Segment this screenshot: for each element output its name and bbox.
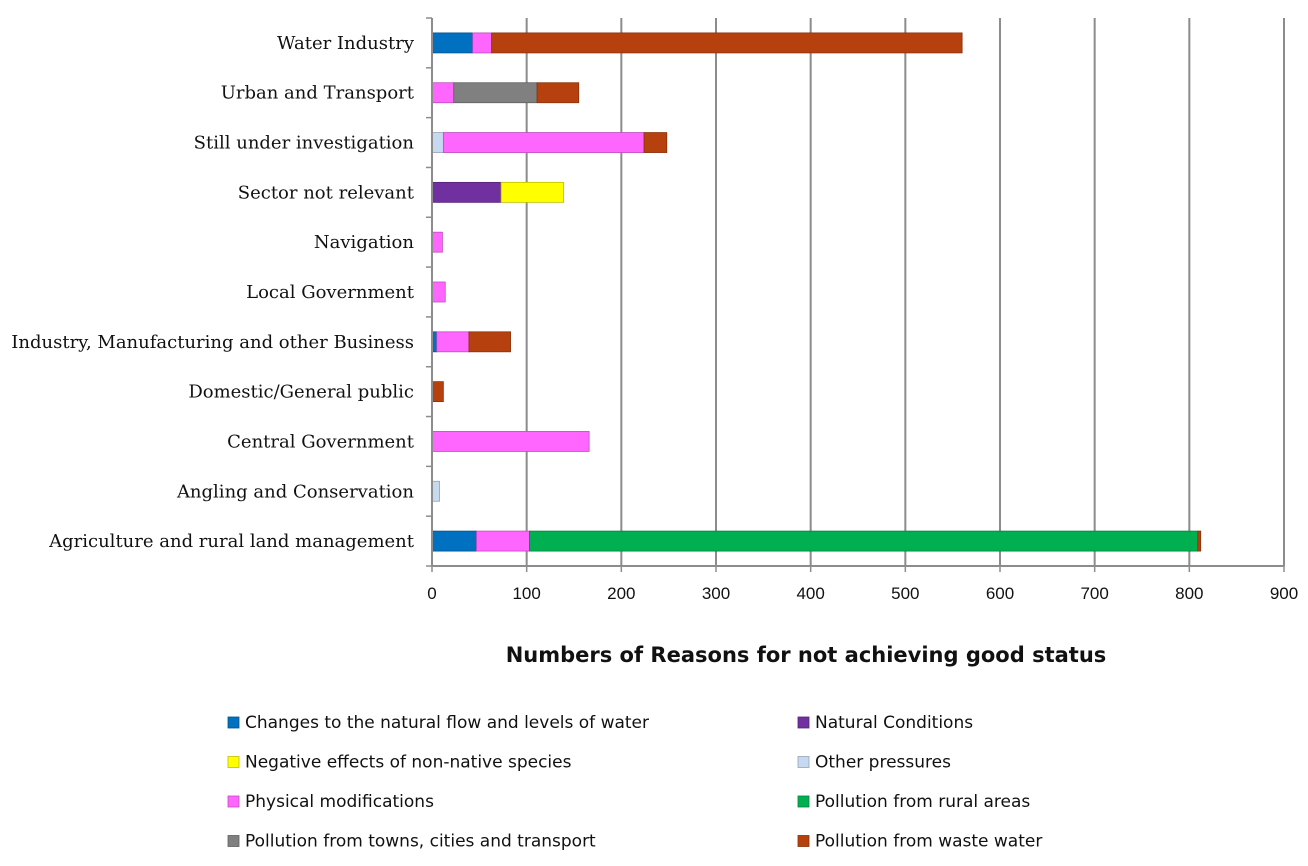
legend-label: Other pressures xyxy=(815,753,951,773)
bar-segment xyxy=(431,82,455,104)
x-tick-label: 200 xyxy=(607,584,635,603)
category-label: Domestic/General public xyxy=(188,382,414,403)
bar-segment xyxy=(643,132,668,153)
bar-segment xyxy=(431,181,502,203)
bar-segment xyxy=(1197,530,1202,552)
legend-label: Physical modifications xyxy=(245,792,434,812)
bar-segment xyxy=(436,331,470,353)
legend-label: Pollution from rural areas xyxy=(815,792,1030,812)
legend-swatch xyxy=(227,716,240,729)
bar-segment xyxy=(536,82,580,104)
legend-label: Changes to the natural flow and levels o… xyxy=(245,713,649,733)
x-axis-title: Numbers of Reasons for not achieving goo… xyxy=(506,643,1107,667)
bar-segment xyxy=(476,530,530,552)
bar-segment xyxy=(431,132,444,153)
x-tick-label: 700 xyxy=(1080,584,1108,603)
bars xyxy=(431,32,1202,552)
bar-segment xyxy=(431,431,590,452)
bar-segment xyxy=(431,480,440,502)
bar-segment xyxy=(453,82,538,104)
legend-swatch xyxy=(797,835,810,847)
bar-segment xyxy=(529,530,1199,552)
category-label: Still under investigation xyxy=(194,133,415,154)
legend-swatch xyxy=(227,835,240,847)
legend-swatch xyxy=(227,795,240,808)
category-label: Agriculture and rural land management xyxy=(48,531,415,552)
bar-segment xyxy=(431,281,446,303)
legend-label: Natural Conditions xyxy=(815,713,973,733)
x-tick-label: 400 xyxy=(796,584,824,603)
category-labels: Agriculture and rural land management Ang… xyxy=(11,33,415,552)
legend-swatch xyxy=(227,756,240,768)
category-label: Local Government xyxy=(246,282,415,303)
legend-swatch xyxy=(797,756,810,768)
category-label: Angling and Conservation xyxy=(176,481,414,502)
bar-segment xyxy=(491,32,963,54)
axes xyxy=(426,17,1284,567)
category-label: Water Industry xyxy=(277,33,415,54)
bar-segment xyxy=(431,32,474,54)
legend: Changes to the natural flow and levels o… xyxy=(227,713,1042,852)
tick-labels: 0 100 200 300 400 500 600 700 800 900 xyxy=(427,584,1298,603)
x-tick-label: 300 xyxy=(702,584,730,603)
x-tick-label: 100 xyxy=(512,584,540,603)
bar-segment xyxy=(442,132,645,153)
category-label: Sector not relevant xyxy=(238,182,415,203)
bar-segment xyxy=(431,530,477,552)
x-tick-label: 800 xyxy=(1175,584,1203,603)
grid-lines xyxy=(431,18,1285,572)
legend-swatch xyxy=(797,716,810,729)
category-label: Central Government xyxy=(227,431,415,452)
x-tick-label: 900 xyxy=(1270,584,1298,603)
category-label: Industry, Manufacturing and other Busine… xyxy=(11,332,414,353)
x-tick-label: 0 xyxy=(427,584,436,603)
legend-label: Pollution from towns, cities and transpo… xyxy=(245,832,596,852)
legend-label: Pollution from waste water xyxy=(815,832,1042,852)
bar-segment xyxy=(431,231,443,253)
x-tick-label: 500 xyxy=(891,584,919,603)
bar-segment xyxy=(500,181,564,203)
x-tick-label: 600 xyxy=(986,584,1014,603)
legend-swatch xyxy=(797,795,810,808)
bar-segment xyxy=(468,331,511,353)
category-label: Urban and Transport xyxy=(221,83,415,104)
legend-label: Negative effects of non-native species xyxy=(245,753,572,773)
bar-segment xyxy=(431,381,444,403)
category-label: Navigation xyxy=(314,232,414,253)
bar-segment xyxy=(472,32,493,54)
